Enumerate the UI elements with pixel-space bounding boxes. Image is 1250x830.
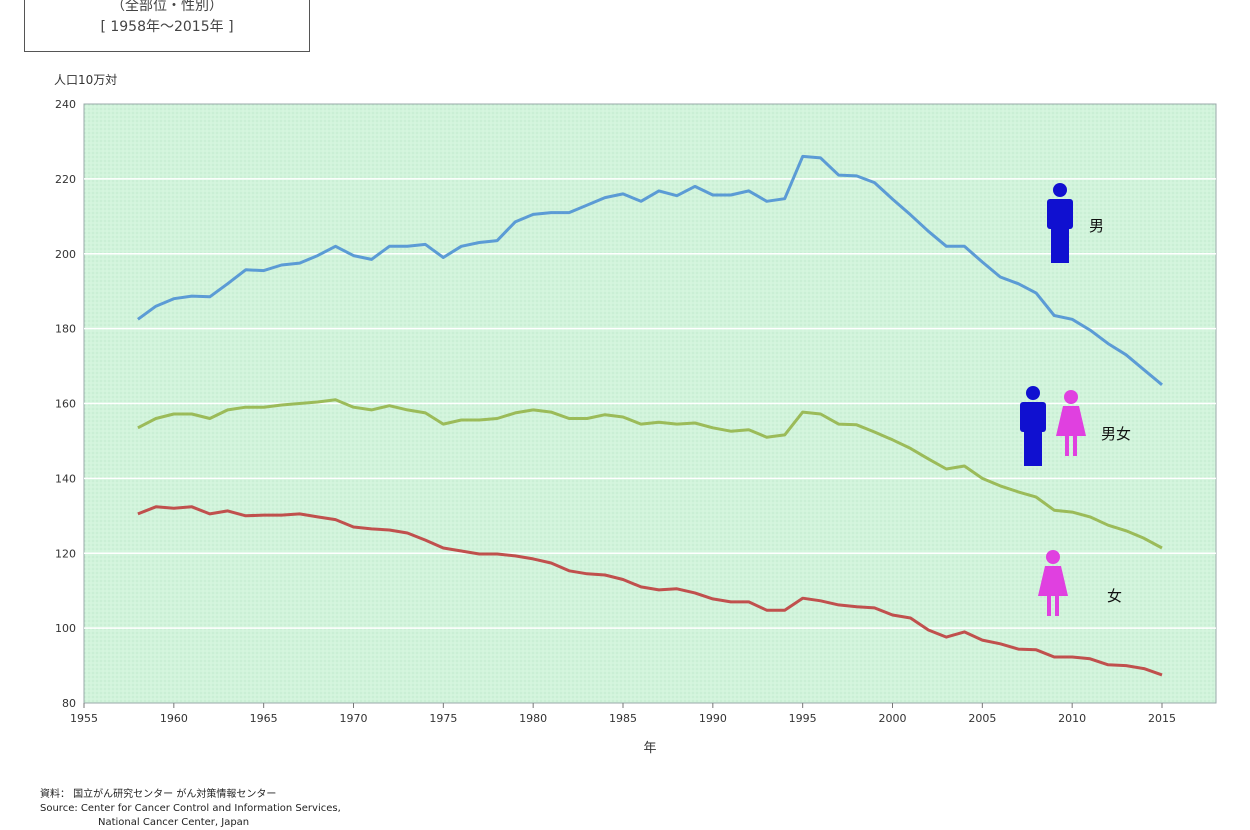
- series-line-male: [137, 154, 1163, 386]
- series-label-total: 男女: [1101, 425, 1131, 443]
- figure-legs: [1051, 227, 1069, 263]
- figure-body: [1038, 566, 1068, 596]
- figure-head: [1053, 183, 1067, 197]
- source-line-en-2: National Cancer Center, Japan: [98, 817, 250, 828]
- male-figure-icon: [1047, 183, 1073, 263]
- x-tick-label: 2015: [1148, 712, 1176, 725]
- x-tick-label: 1975: [429, 712, 457, 725]
- x-tick-label: 1990: [699, 712, 727, 725]
- y-tick-label: 160: [55, 398, 76, 411]
- figure-leg: [1055, 596, 1059, 616]
- x-tick-label: 1955: [70, 712, 98, 725]
- figure-head: [1046, 550, 1060, 564]
- source-line-en: Source: Center for Cancer Control and In…: [40, 803, 341, 814]
- x-tick-label: 1980: [519, 712, 547, 725]
- y-tick-label: 100: [55, 622, 76, 635]
- source-line-ja: 資料： 国立がん研究センター がん対策情報センター: [40, 789, 277, 800]
- figure-leg: [1073, 436, 1077, 456]
- x-tick-label: 1960: [160, 712, 188, 725]
- series-line-total: [137, 398, 1163, 550]
- x-tick-label: 2010: [1058, 712, 1086, 725]
- figure-body: [1056, 406, 1086, 436]
- female-figure-icon: [1056, 390, 1086, 456]
- series-label-male: 男: [1089, 217, 1104, 235]
- figure-body: [1047, 199, 1073, 229]
- y-tick-label: 220: [55, 173, 76, 186]
- series-label-female: 女: [1107, 587, 1122, 605]
- figure-legs: [1024, 430, 1042, 466]
- x-tick-label: 1965: [250, 712, 278, 725]
- y-tick-label: 140: [55, 472, 76, 485]
- y-tick-label: 80: [62, 697, 76, 710]
- chart-title-box: （全部位・性別） [ 1958年～2015年 ]: [24, 0, 310, 52]
- x-tick-label: 2000: [879, 712, 907, 725]
- x-tick-label: 1985: [609, 712, 637, 725]
- female-figure-icon: [1038, 550, 1068, 616]
- male-figure-icon: [1020, 386, 1046, 466]
- x-tick-label: 1970: [340, 712, 368, 725]
- chart-subtitle: （全部位・性別）: [111, 0, 223, 14]
- chart-period: [ 1958年～2015年 ]: [100, 19, 234, 35]
- figure-leg: [1065, 436, 1069, 456]
- source-note: 資料： 国立がん研究センター がん対策情報センター Source: Center…: [40, 788, 341, 830]
- x-tick-label: 1995: [789, 712, 817, 725]
- y-tick-label: 120: [55, 547, 76, 560]
- x-tick-label: 2005: [968, 712, 996, 725]
- x-axis-label: 年: [643, 741, 656, 756]
- y-tick-label: 240: [55, 98, 76, 111]
- y-tick-label: 180: [55, 323, 76, 336]
- figure-leg: [1047, 596, 1051, 616]
- figure-head: [1064, 390, 1078, 404]
- y-axis-label: 人口10万対: [54, 73, 118, 87]
- y-tick-label: 200: [55, 248, 76, 261]
- figure-body: [1020, 402, 1046, 432]
- figure-head: [1026, 386, 1040, 400]
- series-line-female: [137, 505, 1163, 677]
